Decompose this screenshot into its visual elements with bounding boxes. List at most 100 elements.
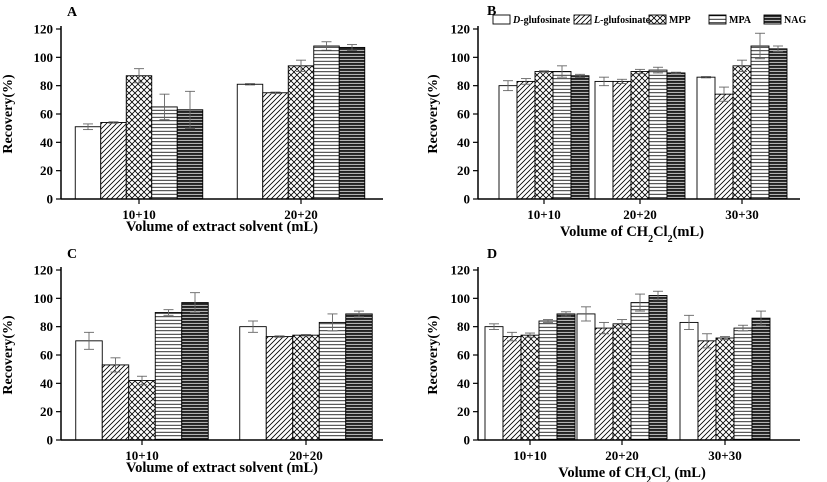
- bar-B-30+30-0: [696, 76, 716, 200]
- x-tick-label: 10+10: [122, 207, 155, 222]
- bar-A-10+10-0: [74, 126, 102, 200]
- legend-label: MPP: [669, 15, 691, 26]
- x-axis-label: Volume of CH2Cl2(mL): [560, 224, 704, 245]
- error-bar: [274, 335, 285, 338]
- y-tick-label: 100: [451, 291, 471, 306]
- error-bar: [507, 331, 517, 342]
- x-axis-label: Volume of CH2Cl2 (mL): [558, 465, 706, 482]
- bar-C-20+20-3: [318, 321, 347, 441]
- error-bar: [701, 76, 711, 79]
- legend-label: L-glufosinate: [593, 15, 651, 26]
- bar-A-10+10-1: [100, 122, 127, 200]
- error-bar: [756, 310, 766, 326]
- y-tick-label: 0: [47, 192, 54, 207]
- error-bar: [185, 90, 195, 129]
- bar-B-30+30-4: [768, 48, 788, 200]
- x-tick-label: 10+10: [527, 207, 560, 222]
- y-tick-label: 60: [40, 107, 53, 122]
- bar-B-10+10-1: [516, 80, 536, 200]
- panel-label: B: [487, 4, 496, 19]
- error-bar: [557, 65, 567, 78]
- error-bar: [702, 333, 712, 349]
- error-bar: [137, 375, 147, 386]
- bar-D-20+20-3: [630, 302, 650, 441]
- bar-A-10+10-2: [125, 75, 153, 200]
- bar-B-20+20-0: [594, 80, 614, 200]
- error-bar: [738, 324, 748, 332]
- error-bar: [617, 78, 627, 84]
- y-tick-label: 60: [40, 348, 53, 363]
- y-axis-label: Recovery(%): [426, 74, 441, 154]
- error-bar: [108, 121, 119, 124]
- bar-D-20+20-4: [648, 295, 668, 441]
- legend-item: MPA: [708, 14, 752, 26]
- bar-B-20+20-1: [612, 80, 632, 200]
- y-tick-label: 100: [451, 50, 471, 65]
- error-bar: [525, 332, 535, 338]
- error-bar: [83, 123, 93, 131]
- bar-C-10+10-1: [101, 364, 130, 441]
- legend-swatch: [708, 14, 727, 25]
- bar-D-20+20-0: [576, 313, 596, 441]
- error-bar: [755, 32, 765, 60]
- bar-A-20+20-1: [262, 92, 289, 200]
- error-bar: [737, 59, 747, 72]
- error-bar: [599, 321, 609, 335]
- bar-C-20+20-1: [265, 336, 294, 441]
- bar-D-20+20-1: [594, 327, 614, 441]
- bar-B-10+10-0: [498, 85, 518, 200]
- error-bar: [543, 319, 553, 323]
- y-tick-label: 20: [457, 404, 470, 419]
- bar-D-20+20-2: [612, 323, 632, 441]
- y-tick-label: 0: [47, 433, 54, 448]
- bar-D-30+30-1: [697, 340, 717, 441]
- error-bar: [635, 293, 645, 312]
- error-bar: [270, 91, 281, 94]
- legend: D-glufosinate L-glufosinate MPP MPA NAG: [492, 14, 806, 26]
- error-bar: [301, 334, 311, 337]
- legend-label: MPA: [729, 15, 752, 26]
- bar-C-10+10-4: [181, 302, 209, 441]
- bar-B-10+10-2: [534, 71, 554, 200]
- error-bar: [719, 86, 729, 102]
- bar-B-20+20-2: [630, 71, 650, 200]
- error-bar: [163, 309, 174, 316]
- y-tick-label: 80: [457, 78, 470, 93]
- panel-C: C 10+10 20+20 0 20 40 60 80 100 120 Recovery(%) Vol…: [1, 247, 383, 476]
- error-bar: [248, 320, 258, 333]
- panel-D: D 10+10 20+20 30+30 0 20 40 60 80 100 120 Recovery(…: [426, 247, 800, 482]
- error-bar: [653, 66, 663, 74]
- y-tick-label: 100: [34, 291, 54, 306]
- error-bar: [110, 357, 121, 373]
- error-bar: [773, 45, 783, 53]
- error-bar: [503, 80, 513, 92]
- bar-C-20+20-0: [239, 326, 267, 441]
- legend-item: L-glufosinate: [573, 14, 651, 26]
- panel-B: B 10+10 20+20 30+30 0 20 40 60 80 100 120 Recovery(…: [426, 4, 800, 245]
- y-tick-label: 0: [464, 433, 471, 448]
- error-bar: [575, 73, 585, 78]
- bar-C-10+10-2: [128, 380, 156, 441]
- x-tick-label: 20+20: [623, 207, 656, 222]
- bar-D-10+10-0: [484, 326, 504, 441]
- bar-A-20+20-4: [338, 46, 366, 200]
- error-bar: [84, 331, 94, 350]
- y-tick-label: 40: [457, 376, 470, 391]
- legend-swatch: [648, 14, 667, 25]
- y-axis-label: Recovery(%): [426, 315, 441, 395]
- y-tick-label: 60: [457, 348, 470, 363]
- x-tick-label: 30+30: [725, 207, 758, 222]
- y-tick-label: 60: [457, 107, 470, 122]
- error-bar: [159, 93, 170, 121]
- y-axis-label: Recovery(%): [1, 315, 16, 395]
- legend-item: D-glufosinate: [492, 14, 571, 26]
- y-tick-label: 20: [40, 163, 53, 178]
- bar-D-10+10-4: [556, 313, 576, 441]
- y-tick-label: 40: [457, 135, 470, 150]
- bar-B-10+10-4: [570, 75, 590, 200]
- error-bar: [635, 68, 645, 75]
- y-tick-label: 40: [40, 135, 53, 150]
- bar-B-30+30-2: [732, 65, 752, 200]
- error-bar: [489, 323, 499, 330]
